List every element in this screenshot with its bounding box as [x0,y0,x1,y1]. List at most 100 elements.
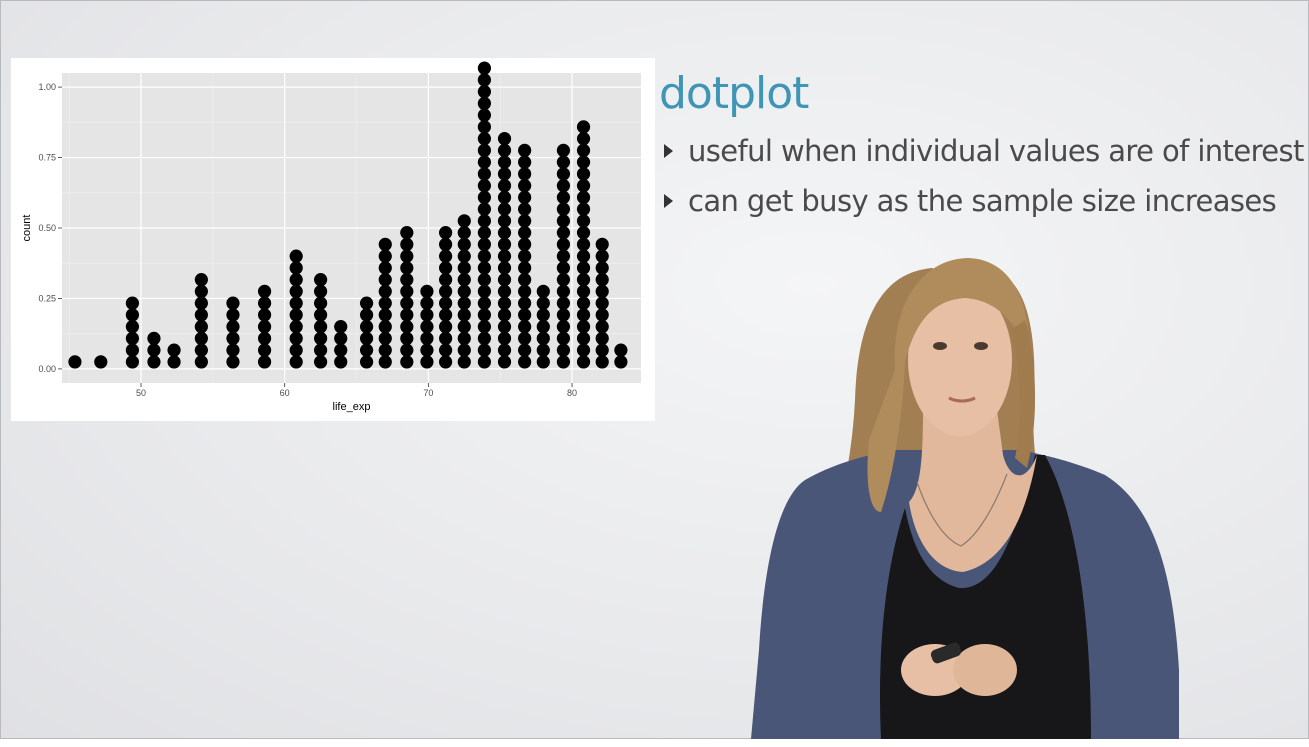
presenter-eye-left [933,342,947,350]
dot [477,108,491,122]
presenter-hair-strand [1011,320,1036,468]
dot [257,331,272,346]
y-tick-label: 1.00 [38,82,56,92]
dot [576,331,591,346]
slide-title: dotplot [659,68,809,119]
dot [457,249,471,263]
presenter-necklace [916,473,1008,547]
dot [518,284,532,299]
dot [518,167,532,181]
x-tick-label: 70 [423,388,433,398]
dot [457,320,471,334]
dot [378,261,392,275]
dot [576,249,591,263]
dot [477,85,491,99]
dot [314,284,328,299]
dot [226,308,240,322]
dot [556,237,571,252]
dot [457,237,471,252]
dot [576,120,591,134]
dot [576,190,591,205]
dot [614,343,628,357]
dot [518,226,532,240]
dot [334,331,348,346]
dot [125,296,139,310]
dot [576,261,591,275]
x-tick-label: 80 [567,388,577,398]
dot [378,249,392,263]
dot [457,331,471,346]
dot [497,190,512,205]
dot [439,261,453,275]
dot [614,355,628,369]
presenter-face [908,284,1012,436]
dot [497,249,512,263]
bullet-text: can get busy as the sample size increase… [688,184,1277,218]
dot [359,331,374,346]
x-tick-label: 50 [136,388,146,398]
dot [595,249,609,263]
dot [477,249,491,263]
dot [556,249,571,263]
dot [518,202,532,216]
dot [576,155,591,169]
dot [359,343,374,357]
bullet-item: can get busy as the sample size increase… [662,180,1304,230]
dot [576,143,591,158]
dot [556,331,571,346]
dot [400,273,414,287]
dot [167,343,181,357]
dot [439,284,453,299]
dot [477,308,491,322]
dot [556,296,571,310]
dot [556,143,571,158]
dot [439,273,453,287]
dot [400,249,414,263]
dot [556,179,571,193]
dot [457,296,471,310]
dot [595,308,609,322]
dot [457,355,471,369]
presenter-eye-right [974,342,988,350]
dot [94,355,108,369]
dot [378,343,392,357]
x-axis-title: life_exp [333,401,371,413]
dot [359,296,374,310]
dot [226,355,240,369]
bullet-text: useful when individual values are of int… [688,134,1304,168]
dot [400,284,414,299]
dot [457,226,471,240]
dot [439,320,453,334]
dot [378,273,392,287]
dot [420,355,434,369]
dot [576,296,591,310]
dot [477,331,491,346]
y-tick-label: 0.75 [38,153,56,163]
dot [439,226,453,240]
dot [497,273,512,287]
dot [477,226,491,240]
dot [314,320,328,334]
dot [147,343,161,357]
dot [257,343,272,357]
dot [457,308,471,322]
dot [400,237,414,252]
dot [576,284,591,299]
dot [289,343,303,357]
bullet-triangle-icon [664,194,673,208]
y-tick-label: 0.50 [38,223,56,233]
dot [556,308,571,322]
dot [194,296,208,310]
dot [576,308,591,322]
dot [289,296,303,310]
dot [400,331,414,346]
dot [226,320,240,334]
dot [457,214,471,228]
dot [518,355,532,369]
dot [595,343,609,357]
dot [518,190,532,205]
dot [518,343,532,357]
dot [477,320,491,334]
dot [497,143,512,158]
dot [518,179,532,193]
